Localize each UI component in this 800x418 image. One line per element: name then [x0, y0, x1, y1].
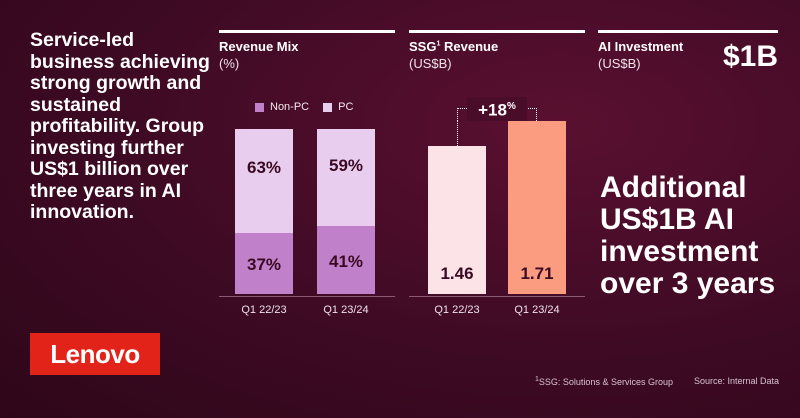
- data-label-ssg: 1.71: [520, 264, 554, 283]
- legend: Non-PC PC: [255, 101, 353, 113]
- revenue-mix-title: Revenue Mix: [219, 39, 299, 54]
- x-tick-label: Q1 22/23: [434, 304, 480, 316]
- legend-label-non-pc: Non-PC: [270, 101, 310, 113]
- x-tick-label: Q1 23/24: [323, 304, 369, 316]
- data-label-ssg: 1.46: [440, 264, 474, 283]
- ai-investment-text: Additional US$1B AI investment over 3 ye…: [600, 171, 776, 300]
- x-axis: [219, 296, 395, 297]
- lenovo-logo: Lenovo: [30, 333, 160, 375]
- legend-swatch-non-pc: [255, 102, 264, 112]
- ssg-bar: [428, 146, 486, 294]
- bar-non-pc: 41%: [317, 226, 375, 294]
- ssg-bar: [508, 121, 566, 294]
- ai-investment-rule: [598, 30, 778, 33]
- data-label-non-pc: 41%: [328, 251, 364, 271]
- ssg-revenue-unit: (US$B): [409, 56, 452, 71]
- data-label-pc: 59%: [328, 156, 364, 176]
- ssg-revenue-title: SSG1 Revenue: [409, 39, 499, 54]
- source-note: Source: Internal Data: [694, 376, 780, 386]
- data-label-pc: 63%: [246, 158, 282, 178]
- bar-pc: 59%: [317, 129, 375, 227]
- ssg-revenue-rule: [409, 30, 585, 33]
- footnote: 1SSG: Solutions & Services Group: [535, 376, 673, 387]
- revenue-mix-unit: (%): [219, 56, 240, 71]
- ai-investment-title: AI Investment: [598, 39, 684, 54]
- ai-investment-value: $1B: [722, 40, 778, 73]
- growth-bracket-left: [457, 121, 458, 147]
- bar-non-pc: 37%: [235, 232, 293, 294]
- x-tick-label: Q1 22/23: [241, 304, 287, 316]
- x-axis: [409, 296, 585, 297]
- headline: Service-led business achieving strong gr…: [30, 29, 210, 223]
- ai-investment-unit: (US$B): [598, 56, 641, 71]
- legend-swatch-pc: [323, 102, 333, 112]
- x-tick-label: Q1 23/24: [514, 304, 560, 316]
- data-label-non-pc: 37%: [246, 254, 282, 274]
- revenue-mix-rule: [219, 30, 395, 33]
- bar-pc: 63%: [235, 129, 293, 233]
- legend-label-pc: PC: [338, 101, 354, 113]
- growth-label: +18%: [467, 97, 527, 121]
